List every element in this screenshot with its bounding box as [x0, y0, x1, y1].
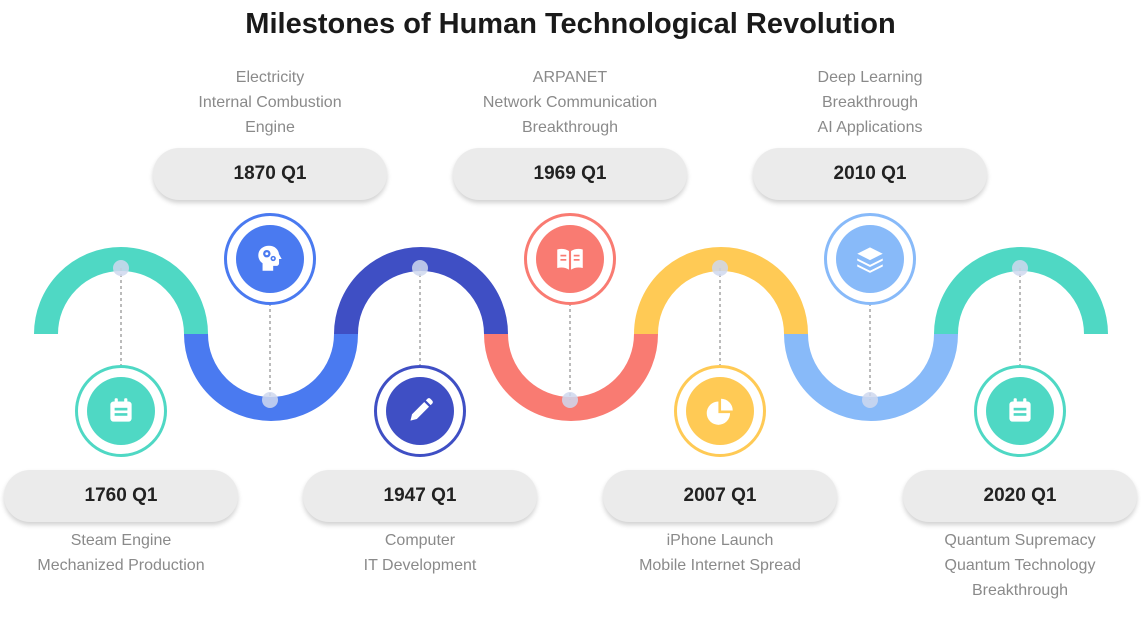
- calendar-icon: [110, 398, 132, 422]
- wave-dot-5: [712, 260, 728, 276]
- pie-chart-icon: [706, 398, 733, 425]
- wave-arc-6: [784, 333, 958, 421]
- milestone-6-date: 2010 Q1: [753, 148, 987, 200]
- book-icon: [557, 248, 583, 270]
- wave-dot-6: [862, 392, 878, 408]
- wave-dot-1: [113, 260, 129, 276]
- wave-dot-7: [1012, 260, 1028, 276]
- milestone-4-node: [524, 213, 616, 305]
- milestone-5-date: 2007 Q1: [603, 470, 837, 522]
- wave-arc-1: [34, 247, 208, 335]
- wave-arc-4: [484, 333, 658, 421]
- milestone-5-description: iPhone Launch Mobile Internet Spread: [639, 532, 801, 574]
- milestone-7-description: Quantum Supremacy Quantum Technology Bre…: [944, 532, 1096, 599]
- pencil-icon: [410, 398, 433, 421]
- layers-icon: [857, 247, 883, 273]
- milestone-5-node: [674, 365, 766, 457]
- milestone-1-node: [75, 365, 167, 457]
- milestone-4-description: ARPANET Network Communication Breakthrou…: [482, 69, 658, 136]
- milestone-6-description: Deep Learning Breakthrough AI Applicatio…: [817, 69, 923, 136]
- wave-dot-2: [262, 392, 278, 408]
- wave-dot-4: [562, 392, 578, 408]
- milestone-3-node: [374, 365, 466, 457]
- milestone-4-date: 1969 Q1: [453, 148, 687, 200]
- wave-arc-2: [184, 333, 358, 421]
- milestone-3-description: Computer IT Development: [363, 532, 477, 574]
- wave-arc-5: [634, 247, 808, 335]
- milestone-7-node: [974, 365, 1066, 457]
- milestone-1-description: Steam Engine Mechanized Production: [37, 532, 205, 574]
- milestone-2-description: Electricity Internal Combustion Engine: [198, 69, 342, 136]
- milestone-2-date: 1870 Q1: [153, 148, 387, 200]
- calendar-icon: [1009, 398, 1031, 422]
- milestone-1-date: 1760 Q1: [4, 470, 238, 522]
- milestone-3-date: 1947 Q1: [303, 470, 537, 522]
- milestone-2-node: [224, 213, 316, 305]
- wave-arc-7: [934, 247, 1108, 335]
- brain-gear-icon: [258, 245, 282, 271]
- wave-dot-3: [412, 260, 428, 276]
- milestone-7-date: 2020 Q1: [903, 470, 1137, 522]
- page-title: Milestones of Human Technological Revolu…: [245, 8, 896, 40]
- wave-arc-3: [334, 247, 508, 335]
- milestone-6-node: [824, 213, 916, 305]
